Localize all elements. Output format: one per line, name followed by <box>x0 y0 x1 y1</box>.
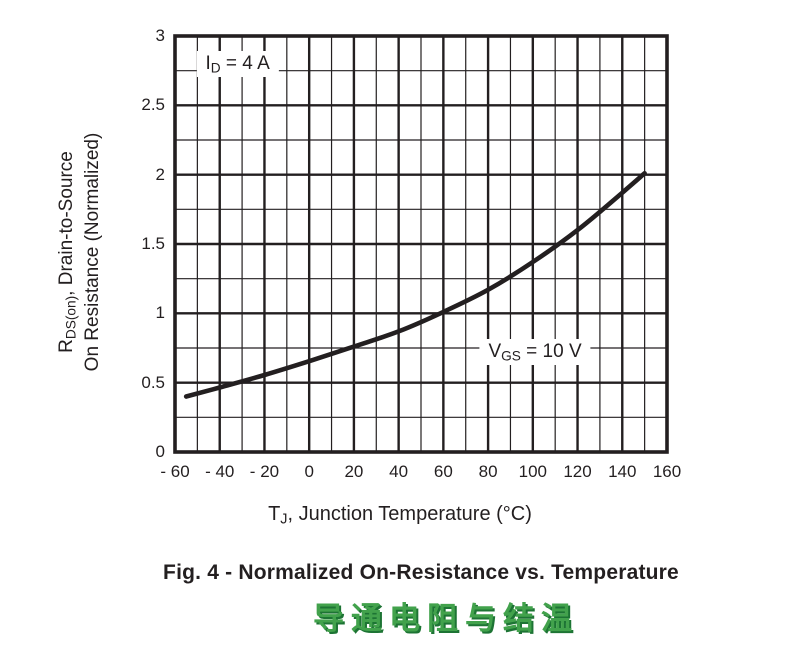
y-tick-label: 2 <box>155 164 165 184</box>
y-tick-label: 0 <box>155 442 165 461</box>
x-tick-label: - 60 <box>160 462 190 481</box>
x-tick-label: - 20 <box>249 462 280 481</box>
x-tick-label: - 40 <box>205 462 235 481</box>
x-tick-label: 100 <box>518 462 547 481</box>
x-tick-label: 140 <box>608 462 637 481</box>
y-axis-label-line2: On Resistance (Normalized) <box>80 133 106 372</box>
label-text: T <box>268 503 281 525</box>
x-tick-label: 20 <box>344 462 364 481</box>
label-text: , Junction Temperature (°C) <box>287 503 532 525</box>
label-text: = 10 V <box>520 341 582 363</box>
y-tick-label: 1.5 <box>141 234 165 253</box>
label-text: I <box>205 52 211 74</box>
y-tick-label: 2.5 <box>141 95 165 115</box>
data-curve <box>183 171 647 399</box>
label-text: = 4 A <box>220 52 270 74</box>
y-tick-label: 1 <box>155 303 165 323</box>
x-tick-label: 0 <box>304 462 314 481</box>
subscript: GS <box>501 348 521 364</box>
y-axis-label: RDS(on), Drain-to-Source On Resistance (… <box>54 133 106 372</box>
subscript: D <box>210 60 221 75</box>
label-text: On Resistance (Normalized) <box>82 132 103 372</box>
figure-caption-chinese: 导通电阻与结温 <box>313 601 579 636</box>
subscript: J <box>280 511 288 528</box>
plot-border <box>173 34 669 454</box>
x-tick-label: 60 <box>433 462 453 481</box>
annotation-gate-voltage-condition: VGS = 10 V <box>479 339 591 366</box>
subscript: DS(on) <box>63 295 79 340</box>
label-text: R <box>56 339 77 353</box>
y-tick-label: 3 <box>155 26 165 45</box>
x-tick-label: 120 <box>563 462 592 481</box>
x-tick-label: 40 <box>389 462 409 481</box>
y-tick-label: 0.5 <box>141 372 165 392</box>
label-text: V <box>488 341 502 363</box>
x-axis-label: TJ, Junction Temperature (°C) <box>0 503 800 528</box>
x-tick-label: 160 <box>652 462 682 481</box>
y-axis-label-line1: RDS(on), Drain-to-Source <box>54 133 80 372</box>
x-tick-label: 80 <box>478 462 498 481</box>
figure-caption: Fig. 4 - Normalized On-Resistance vs. Te… <box>163 561 679 584</box>
label-text: , Drain-to-Source <box>56 151 77 296</box>
annotation-drain-current-condition: ID = 4 A <box>196 50 279 77</box>
